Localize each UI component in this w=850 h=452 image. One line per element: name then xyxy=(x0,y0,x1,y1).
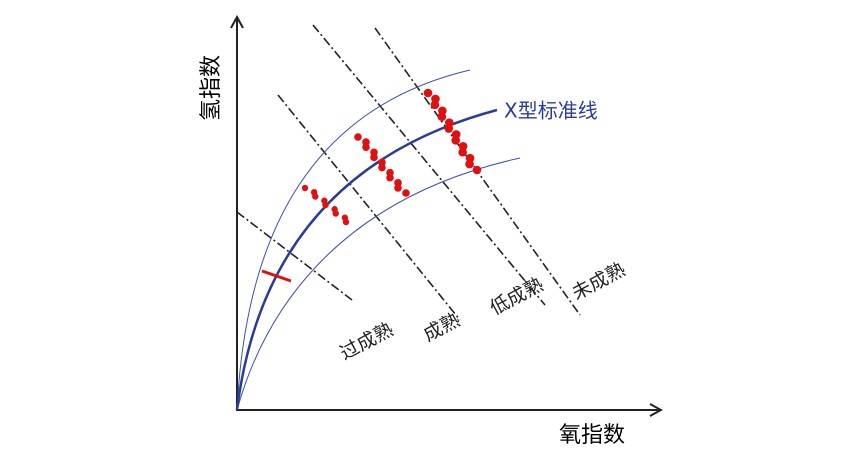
sample-point xyxy=(423,88,433,98)
zone-label: 过成熟 xyxy=(336,318,397,364)
sample-point xyxy=(370,153,378,162)
sample-point xyxy=(362,143,370,151)
sample-point xyxy=(394,184,402,192)
sample-point xyxy=(430,100,440,110)
sample-point xyxy=(322,201,329,209)
x-axis-label: 氧指数 xyxy=(559,423,625,448)
sample-point xyxy=(332,210,339,217)
sample-point xyxy=(472,165,482,175)
boundary-line xyxy=(277,94,461,321)
zone-label: 成熟 xyxy=(420,309,464,346)
sample-point xyxy=(402,189,410,197)
sample-point xyxy=(301,184,309,192)
y-axis-label: 氢指数 xyxy=(199,55,224,121)
boundary-line xyxy=(312,24,546,306)
sample-point xyxy=(444,124,454,133)
sample-point xyxy=(354,133,362,141)
sample-point xyxy=(386,173,394,182)
sample-point xyxy=(312,193,319,200)
sample-points xyxy=(301,88,482,226)
envelope-curve xyxy=(236,69,471,411)
sample-point xyxy=(437,112,447,121)
sample-point xyxy=(465,159,474,169)
sample-cluster xyxy=(261,269,292,283)
curve-label: X型标准线 xyxy=(504,99,598,123)
sample-point xyxy=(342,218,350,226)
standard-curve xyxy=(235,108,498,411)
sample-point xyxy=(378,163,386,172)
sample-point xyxy=(451,136,460,145)
boundary-line xyxy=(236,211,353,301)
sample-point xyxy=(458,147,467,157)
zone-label: 低成熟 xyxy=(486,273,547,319)
envelope-curve xyxy=(236,157,521,411)
zone-label: 未成熟 xyxy=(568,258,629,304)
